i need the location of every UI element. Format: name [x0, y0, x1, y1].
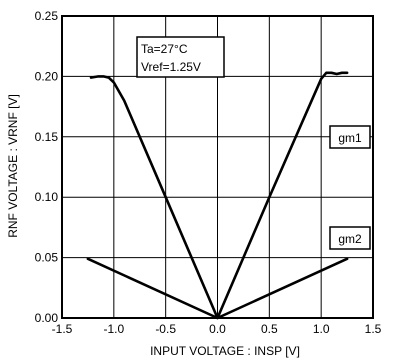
x-tick-label: 0.5 [261, 322, 278, 336]
plot-border [61, 15, 374, 319]
x-tick-label: -1.0 [103, 322, 124, 336]
gm2-label-box: gm2 [329, 226, 371, 250]
y-tick-label: 0.25 [35, 9, 59, 23]
y-tick-label: 0.00 [35, 311, 59, 325]
x-tick-label: 1.5 [365, 322, 382, 336]
y-tick-labels: 0.00 0.05 0.10 0.15 0.20 0.25 [35, 9, 59, 325]
gm1-label-box: gm1 [329, 125, 371, 149]
x-axis-title: INPUT VOLTAGE : INSP [V] [150, 344, 300, 358]
gm2-label: gm2 [338, 232, 362, 246]
gm1-label: gm1 [338, 131, 362, 145]
x-tick-label: -1.5 [52, 322, 73, 336]
vref-annotation: Vref=1.25V [141, 60, 201, 74]
x-tick-label: 0.0 [209, 322, 226, 336]
x-tick-label: 1.0 [313, 322, 330, 336]
series-line-gm1 [89, 71, 349, 320]
y-tick-label: 0.15 [35, 130, 59, 144]
conditions-box: Ta=27°C Vref=1.25V [136, 36, 225, 78]
y-tick-label: 0.20 [35, 69, 59, 83]
y-tick-label: 0.10 [35, 190, 59, 204]
x-tick-labels: -1.5 -1.0 -0.5 0.0 0.5 1.0 1.5 [52, 322, 382, 336]
temperature-annotation: Ta=27°C [141, 42, 188, 56]
x-tick-label: -0.5 [155, 322, 176, 336]
y-tick-label: 0.05 [35, 251, 59, 265]
plot-frame [61, 15, 374, 319]
y-axis-title: RNF VOLTAGE : VRNF [V] [6, 94, 20, 238]
